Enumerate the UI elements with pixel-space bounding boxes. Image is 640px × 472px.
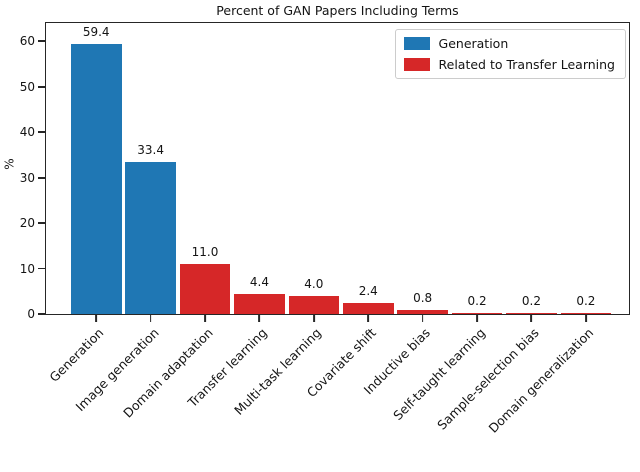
bar: [397, 310, 448, 314]
y-tick-mark: [38, 222, 46, 224]
y-tick-label: 40: [19, 125, 35, 140]
bar-value-label: 0.2: [521, 294, 541, 309]
y-tick-mark: [38, 176, 46, 179]
bar-value-label: 4.4: [249, 275, 269, 289]
x-tick-mark: [312, 314, 315, 322]
bar-slot: 59.4 Generation: [47, 23, 123, 385]
y-tick-label: 0: [27, 307, 35, 321]
bar-slot: 0.2 Self-taught learning: [390, 23, 504, 423]
bar: [560, 313, 612, 314]
plot-area: 59.4 Generation 33.4 Image generation 11.0 Do…: [20, 22, 630, 436]
x-axis-category-label: Self-taught learning: [389, 325, 488, 423]
x-tick-mark: [149, 314, 152, 322]
bar-value-label: 4.0: [304, 276, 324, 291]
y-tick-label: 10: [19, 261, 35, 276]
bar: [234, 294, 285, 314]
x-axis-category-label: Generation: [46, 325, 107, 385]
bar-slot: 0.2 Sample-selection bias: [434, 23, 558, 433]
legend-row: Related to Transfer Learning: [403, 57, 615, 72]
bar-slot: 0.8 Inductive bias: [361, 23, 449, 397]
x-tick-mark: [258, 314, 261, 322]
x-axis-category-label: Sample-selection bias: [434, 325, 543, 433]
bar-value-label: 0.8: [413, 291, 433, 306]
bar: [451, 313, 503, 314]
y-tick-label: 60: [19, 34, 35, 49]
x-tick-mark: [476, 314, 478, 322]
bar: [125, 162, 176, 314]
x-tick-mark: [204, 314, 206, 322]
y-tick-label: 50: [19, 79, 35, 94]
legend-swatch: [403, 58, 430, 71]
bar-slot: 0.2 Domain generalization: [486, 23, 613, 436]
bar: [288, 295, 340, 314]
y-tick-label: 30: [19, 170, 35, 185]
legend-label: Related to Transfer Learning: [438, 57, 615, 72]
y-tick-mark: [38, 131, 46, 134]
bar-slot: 11.0 Domain adaptation: [120, 23, 232, 421]
legend: Generation Related to Transfer Learning: [394, 29, 626, 79]
x-axis-category-label: Domain adaptation: [120, 325, 216, 421]
bar-slot: 33.4 Image generation: [72, 23, 177, 414]
x-tick-mark: [421, 314, 424, 322]
bar-value-label: 59.4: [82, 24, 110, 39]
x-tick-mark: [584, 314, 587, 322]
legend-row: Generation: [403, 36, 615, 51]
x-tick-mark: [95, 314, 98, 322]
y-tick-mark: [38, 40, 46, 43]
bar-value-label: 11.0: [191, 244, 219, 259]
bar: [70, 43, 122, 314]
bar-value-label: 2.4: [358, 284, 378, 299]
x-axis-category-label: Domain generalization: [485, 325, 597, 436]
bar-slot: 4.0 Multi-task learning: [232, 23, 341, 418]
bar-slot: 4.4 Transfer learning: [185, 23, 286, 410]
bar-value-label: 33.4: [137, 143, 164, 158]
chart-title: Percent of GAN Papers Including Terms: [216, 3, 459, 18]
legend-swatch: [403, 37, 430, 50]
y-tick-mark: [38, 85, 46, 88]
bar: [342, 303, 394, 314]
bars-row: 59.4 Generation 33.4 Image generation 11.0 Do…: [46, 23, 629, 436]
bar: [179, 263, 231, 314]
bar: [506, 313, 557, 314]
y-tick-mark: [38, 267, 46, 270]
bar-value-label: 0.2: [576, 294, 596, 309]
y-axis-label: %: [2, 158, 17, 170]
y-tick-label: 20: [19, 216, 35, 231]
x-tick-mark: [530, 314, 533, 322]
legend-label: Generation: [438, 36, 509, 51]
y-tick-mark: [38, 313, 46, 315]
bar-value-label: 0.2: [467, 294, 487, 309]
x-tick-mark: [367, 314, 370, 322]
bar-slot: 2.4 Covariate shift: [304, 23, 395, 400]
